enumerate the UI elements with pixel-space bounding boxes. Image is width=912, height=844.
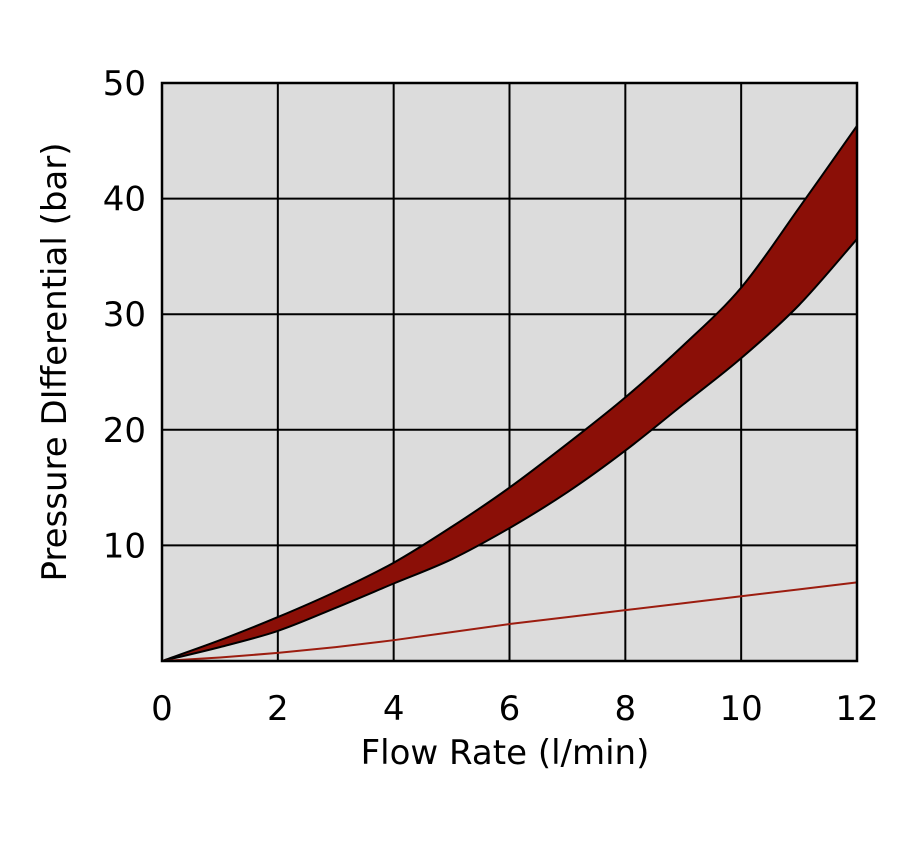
- x-tick-label: 2: [267, 689, 289, 729]
- low-pressure-line: [161, 581, 858, 662]
- x-axis-title: Flow Rate (l/min): [361, 733, 650, 773]
- x-tick-label: 12: [835, 689, 878, 729]
- y-tick-label: 40: [103, 180, 146, 220]
- y-axis-title: Pressure DIfferential (bar): [35, 142, 75, 581]
- x-tick-label: 8: [615, 689, 637, 729]
- y-tick-label: 30: [103, 295, 146, 335]
- x-tick-labels: 0 2 4 6 8 10 12: [151, 689, 878, 729]
- y-tick-label: 10: [103, 526, 146, 566]
- x-tick-label: 4: [383, 689, 405, 729]
- x-tick-label: 10: [720, 689, 763, 729]
- x-tick-label: 0: [151, 689, 173, 729]
- pressure-band: [161, 122, 858, 662]
- y-tick-label: 20: [103, 411, 146, 451]
- x-tick-label: 6: [499, 689, 521, 729]
- plot-frame: [160, 81, 859, 663]
- y-tick-labels: 10 20 30 40 50: [103, 64, 146, 566]
- y-tick-label: 50: [103, 64, 146, 104]
